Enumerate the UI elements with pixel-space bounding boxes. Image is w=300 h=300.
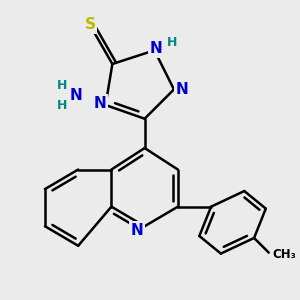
Text: CH₃: CH₃ bbox=[273, 248, 296, 261]
Text: S: S bbox=[84, 17, 95, 32]
Text: N: N bbox=[93, 96, 106, 111]
Text: N: N bbox=[130, 223, 143, 238]
Text: N: N bbox=[176, 82, 188, 97]
Text: H: H bbox=[167, 36, 177, 49]
Text: H: H bbox=[57, 98, 68, 112]
Text: N: N bbox=[70, 88, 83, 103]
Text: N: N bbox=[150, 41, 163, 56]
Text: H: H bbox=[57, 79, 68, 92]
